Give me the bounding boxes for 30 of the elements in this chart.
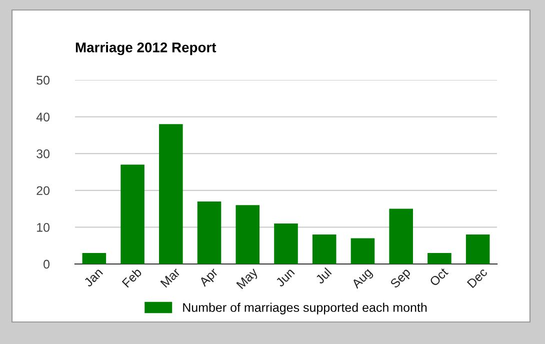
x-tick-label: Apr (198, 267, 220, 289)
y-tick-label: 0 (44, 260, 50, 269)
bar (120, 164, 144, 264)
chart-title: Marriage 2012 Report (76, 42, 216, 56)
y-tick-label: 40 (36, 112, 50, 122)
x-tick-label: Dec (466, 267, 488, 288)
y-tick-label: 30 (36, 149, 50, 158)
y-tick-label: 20 (36, 186, 50, 196)
x-tick-label: Oct (429, 267, 449, 287)
bar (82, 252, 106, 264)
x-tick-label: May (236, 267, 260, 291)
bar (389, 208, 413, 264)
bar (428, 252, 452, 264)
bar (274, 224, 298, 264)
x-tick-label: Feb (122, 267, 142, 288)
legend-label: Number of marriages supported each month (183, 302, 427, 314)
x-tick-label: Jul (314, 267, 332, 284)
bar (312, 234, 336, 264)
bar (350, 238, 375, 264)
bar (159, 124, 183, 264)
bar (236, 205, 260, 264)
x-tick-label: Jun (275, 268, 295, 288)
bar (197, 201, 222, 264)
x-tick-label: Aug (351, 268, 374, 291)
bar (466, 234, 490, 264)
x-tick-label: Sep (390, 267, 413, 290)
x-tick-label: Jan (83, 268, 104, 288)
x-tick-label: Mar (160, 267, 181, 288)
y-tick-label: 10 (37, 223, 50, 232)
y-tick-label: 50 (36, 76, 50, 85)
